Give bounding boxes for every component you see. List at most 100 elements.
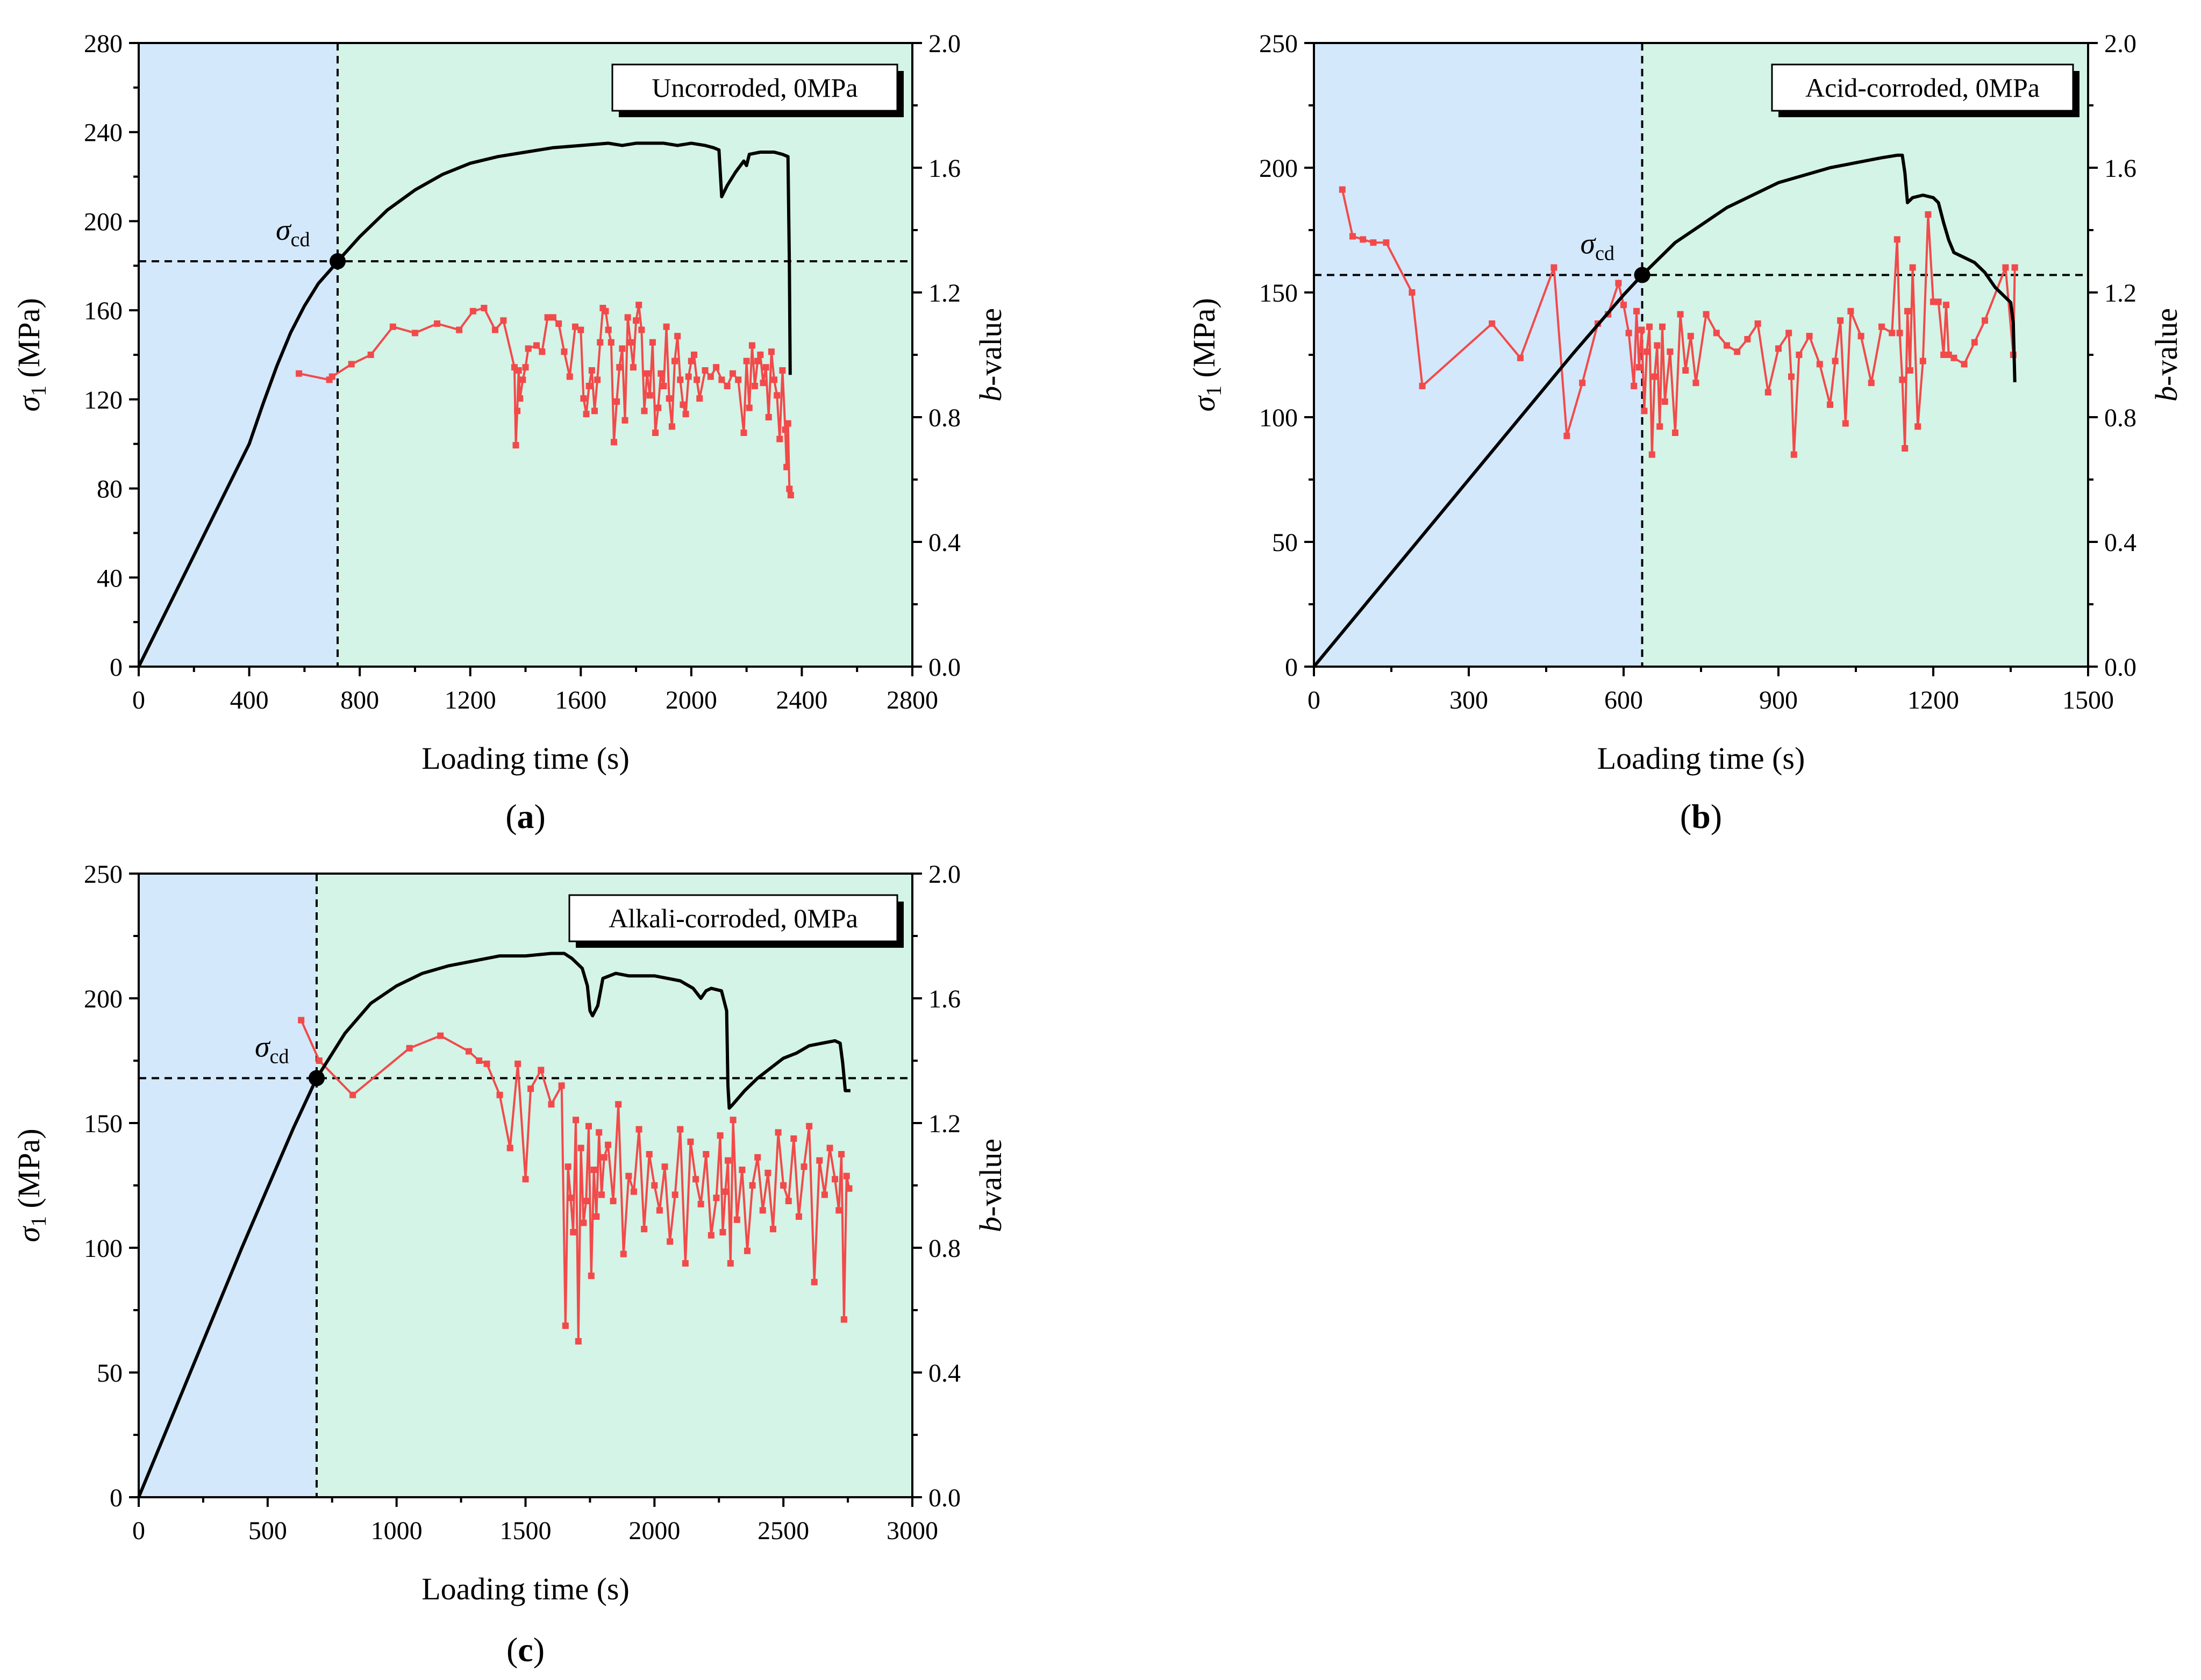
b-value-point (696, 395, 703, 402)
b-value-point (1648, 451, 1655, 458)
y-tick-label: 200 (84, 985, 123, 1013)
b-value-point (671, 358, 678, 364)
pre-damage-region (139, 874, 317, 1497)
b-value-point (1615, 280, 1622, 287)
b-value-point (522, 364, 529, 371)
x-tick-label: 800 (340, 686, 379, 714)
y2-tick-label: 0.4 (928, 528, 961, 557)
b-value-point (663, 323, 670, 330)
y2-axis-label-rest: -value (973, 308, 1008, 386)
b-value-point (1360, 236, 1367, 243)
y-tick-label: 200 (1259, 154, 1298, 183)
y-axis-label-symbol: σ (1187, 395, 1221, 412)
b-value-point (1339, 186, 1346, 193)
b-value-point (717, 1132, 724, 1139)
x-axis-label: Loading time (s) (421, 741, 630, 776)
b-value-point (539, 348, 546, 355)
y2-axis-label-rest: -value (2149, 308, 2184, 386)
b-value-point (496, 1091, 503, 1098)
b-value-point (625, 1173, 632, 1179)
y-tick-label: 40 (97, 564, 123, 592)
b-value-point (588, 1272, 595, 1279)
b-value-point (1837, 317, 1844, 324)
b-value-point (1682, 367, 1689, 374)
panel-label-letter: b (1691, 797, 1711, 835)
b-value-point (826, 1145, 833, 1152)
b-value-point (1734, 348, 1741, 355)
b-value-point (1878, 323, 1885, 330)
b-value-point (2002, 264, 2009, 271)
b-value-point (348, 361, 355, 368)
cd-point-marker (330, 253, 346, 269)
y2-axis-label-italic: b (973, 1217, 1008, 1232)
b-value-point (658, 370, 664, 377)
cd-point-marker (308, 1070, 325, 1086)
b-value-point (1943, 302, 1949, 309)
b-value-point (1961, 361, 1968, 368)
y2-tick-label: 0.0 (928, 1484, 961, 1512)
b-value-point (328, 373, 335, 380)
y2-axis-label-italic: b (973, 386, 1008, 402)
b-value-point (608, 339, 614, 346)
b-value-point (774, 392, 781, 399)
cd-point-label: σcd (1581, 227, 1615, 265)
b-value-point (1667, 348, 1674, 355)
y2-tick-label: 0.4 (928, 1359, 961, 1388)
cd-point-label: σcd (255, 1030, 289, 1068)
b-value-point (512, 442, 519, 449)
y-tick-label: 0 (110, 653, 123, 682)
b-value-point (298, 1017, 305, 1024)
y2-tick-label: 1.6 (928, 985, 961, 1013)
b-value-point (1971, 339, 1978, 346)
y-axis-label: σ1 (MPa) (11, 1128, 51, 1242)
b-value-point (594, 376, 601, 383)
b-value-point (1899, 376, 1906, 383)
b-value-point (1654, 342, 1661, 349)
b-value-point (1641, 408, 1648, 414)
b-value-point (746, 404, 753, 411)
x-axis-label: Loading time (s) (421, 1571, 630, 1606)
b-value-point (538, 1067, 545, 1074)
b-value-point (1672, 430, 1678, 436)
b-value-point (1579, 380, 1586, 387)
b-value-point (832, 1176, 839, 1183)
x-tick-label: 1200 (1907, 686, 1959, 714)
b-value-point (1796, 352, 1803, 358)
b-value-point (476, 1057, 483, 1064)
y-tick-label: 50 (97, 1359, 123, 1388)
b-value-point (649, 339, 656, 346)
y-tick-label: 200 (84, 208, 123, 236)
b-value-point (624, 314, 631, 321)
b-value-point (707, 373, 714, 380)
b-value-point (583, 411, 590, 418)
b-value-point (713, 1195, 720, 1202)
b-value-point (713, 364, 720, 371)
b-value-point (682, 1260, 689, 1267)
post-damage-region (338, 43, 912, 667)
b-value-point (671, 1191, 678, 1198)
y2-axis-label: b-value (2149, 308, 2184, 402)
b-value-point (469, 308, 476, 314)
b-value-point (718, 376, 725, 383)
x-tick-label: 0 (132, 1517, 145, 1545)
b-value-point (1724, 342, 1730, 349)
b-value-point (1925, 211, 1932, 218)
cd-point-marker (1634, 267, 1650, 283)
b-value-point (1827, 401, 1833, 408)
y2-tick-label: 2.0 (2104, 30, 2136, 58)
b-value-point (667, 1238, 674, 1245)
panel-label-letter: c (518, 1631, 533, 1669)
b-value-point (406, 1045, 413, 1052)
b-value-point (787, 492, 794, 498)
x-tick-label: 2400 (776, 686, 827, 714)
b-value-point (677, 376, 684, 383)
y2-tick-label: 1.2 (2104, 279, 2136, 308)
b-value-point (1788, 373, 1795, 380)
b-value-point (575, 1338, 582, 1345)
y-axis-label-unit: (MPa) (11, 298, 46, 385)
b-value-point (572, 323, 579, 330)
b-value-point (1563, 432, 1570, 439)
b-value-point (1687, 333, 1694, 340)
